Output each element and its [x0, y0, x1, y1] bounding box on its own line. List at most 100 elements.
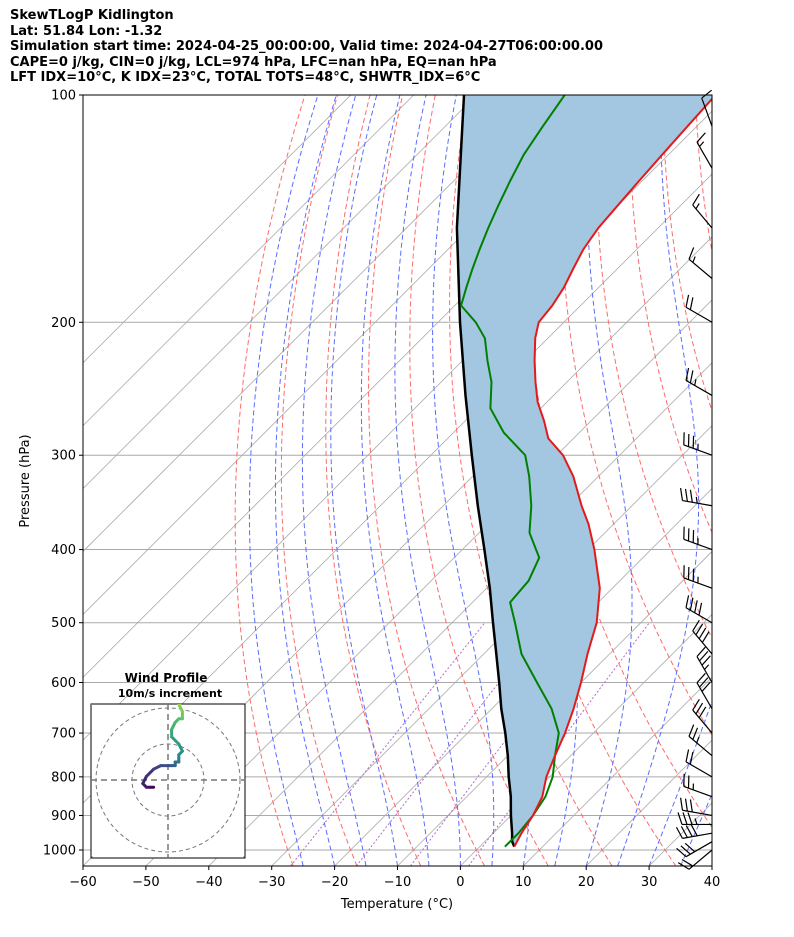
moist-adiabat-line [617, 95, 700, 866]
isotherm-line [83, 95, 477, 490]
y-tick-label: 300 [51, 449, 76, 464]
profile-lines [455, 95, 712, 848]
x-tick-label: 30 [641, 875, 658, 890]
isotherm-line [523, 676, 712, 866]
y-tick-label: 800 [51, 770, 76, 785]
cape-shading [456, 95, 712, 847]
isotherm-line [460, 613, 712, 866]
cape-area [456, 95, 712, 847]
y-tick-label: 200 [51, 316, 76, 331]
dry-adiabat-line [368, 95, 485, 866]
parcel-line [455, 95, 516, 848]
dry-adiabat-line [595, 95, 712, 640]
moist-adiabat-line [360, 95, 430, 866]
y-tick-label: 900 [51, 809, 76, 824]
x-tick-label: 20 [578, 875, 595, 890]
wind-barb [685, 294, 713, 323]
x-tick-label: −10 [384, 875, 411, 890]
wind-barb [685, 595, 713, 624]
isotherm-line [83, 95, 352, 364]
isotherm-line [208, 362, 712, 866]
hodograph-inset: Wind Profile 10m/s increment [90, 671, 246, 859]
y-tick-label: 400 [51, 543, 76, 558]
chart-header: SkewTLogP Kidlington Lat: 51.84 Lon: -1.… [10, 8, 603, 86]
wind-barb [696, 672, 713, 710]
moist-adiabat-line [248, 95, 319, 866]
isotherm-line [83, 95, 414, 427]
wind-barb [688, 724, 713, 757]
x-axis-ticks: −60 −50 −40 −30 −20 −10 0 10 20 30 40 [69, 866, 720, 890]
hodograph-segment [170, 735, 181, 746]
moist-adiabat-line [394, 95, 461, 866]
isotherm-line [83, 95, 540, 553]
wind-barb [683, 526, 713, 551]
moist-adiabat-line [585, 95, 633, 866]
wind-barb [696, 646, 713, 683]
y-tick-label: 1000 [43, 844, 76, 859]
wind-barb [676, 841, 713, 858]
dry-adiabat-line [234, 95, 306, 866]
x-axis-label: Temperature (°C) [340, 897, 453, 912]
dry-adiabat-line [695, 95, 712, 254]
moist-adiabat-line [680, 792, 712, 866]
dry-adiabat-line [280, 95, 358, 866]
x-tick-label: 40 [704, 875, 721, 890]
wind-barb [692, 193, 713, 229]
y-tick-label: 500 [51, 616, 76, 631]
x-tick-label: −50 [132, 875, 159, 890]
indices-line-2: LFT IDX=10°C, K IDX=23°C, TOTAL TOTS=48°… [10, 70, 481, 85]
x-tick-label: 0 [456, 875, 464, 890]
hodograph-segment [144, 767, 156, 778]
moist-adiabat-line [432, 95, 495, 866]
temperature-line [513, 97, 712, 848]
x-tick-label: −60 [69, 875, 96, 890]
hodograph-title: Wind Profile [125, 671, 208, 685]
y-axis-ticks: 100 200 300 400 500 600 700 800 900 1000 [43, 89, 83, 859]
wind-barb [683, 565, 713, 589]
isotherm-line [271, 425, 712, 866]
wind-barbs [675, 89, 713, 870]
y-tick-label: 600 [51, 676, 76, 691]
isotherm-line [648, 802, 712, 866]
x-tick-label: −20 [321, 875, 348, 890]
wind-barb [683, 432, 713, 456]
dry-adiabat-line [662, 95, 712, 413]
mixing-ratio-line [468, 622, 650, 866]
x-tick-label: 10 [515, 875, 532, 890]
isotherm-line [334, 488, 712, 866]
hodograph-subtitle: 10m/s increment [118, 687, 222, 700]
location-line: Lat: 51.84 Lon: -1.32 [10, 23, 163, 39]
moist-adiabat-line [301, 95, 367, 866]
dry-adiabat-line [560, 95, 712, 737]
wind-barb [692, 698, 713, 734]
wind-barb [692, 619, 713, 655]
wind-barb [685, 367, 713, 396]
dewpoint-line [459, 95, 566, 848]
wind-barb [696, 132, 713, 169]
x-tick-label: −40 [195, 875, 222, 890]
dry-adiabat-line [325, 95, 422, 866]
dry-adiabat-line [761, 95, 794, 866]
wind-barb [675, 824, 713, 839]
wind-barb [688, 247, 713, 279]
indices-line-1: CAPE=0 j/kg, CIN=0 j/kg, LCL=974 hPa, LF… [10, 54, 497, 70]
y-tick-label: 100 [51, 89, 76, 104]
mixing-ratio-line [355, 622, 547, 866]
moist-adiabat-line [711, 864, 712, 866]
wind-barb [685, 749, 713, 778]
wind-barb [683, 773, 713, 798]
y-axis-label: Pressure (hPa) [18, 434, 33, 527]
x-tick-label: −30 [258, 875, 285, 890]
isotherm-line [585, 739, 712, 866]
moist-adiabat-line [274, 95, 337, 866]
dry-adiabat-line [728, 95, 794, 866]
y-tick-label: 700 [51, 727, 76, 742]
wind-barb [677, 812, 712, 826]
wind-barb [680, 487, 713, 507]
wind-barb [701, 89, 713, 127]
isotherm-line [711, 865, 712, 866]
moist-adiabat-line [330, 95, 398, 866]
wind-barb [680, 797, 713, 817]
moist-adiabat-line [648, 699, 712, 866]
